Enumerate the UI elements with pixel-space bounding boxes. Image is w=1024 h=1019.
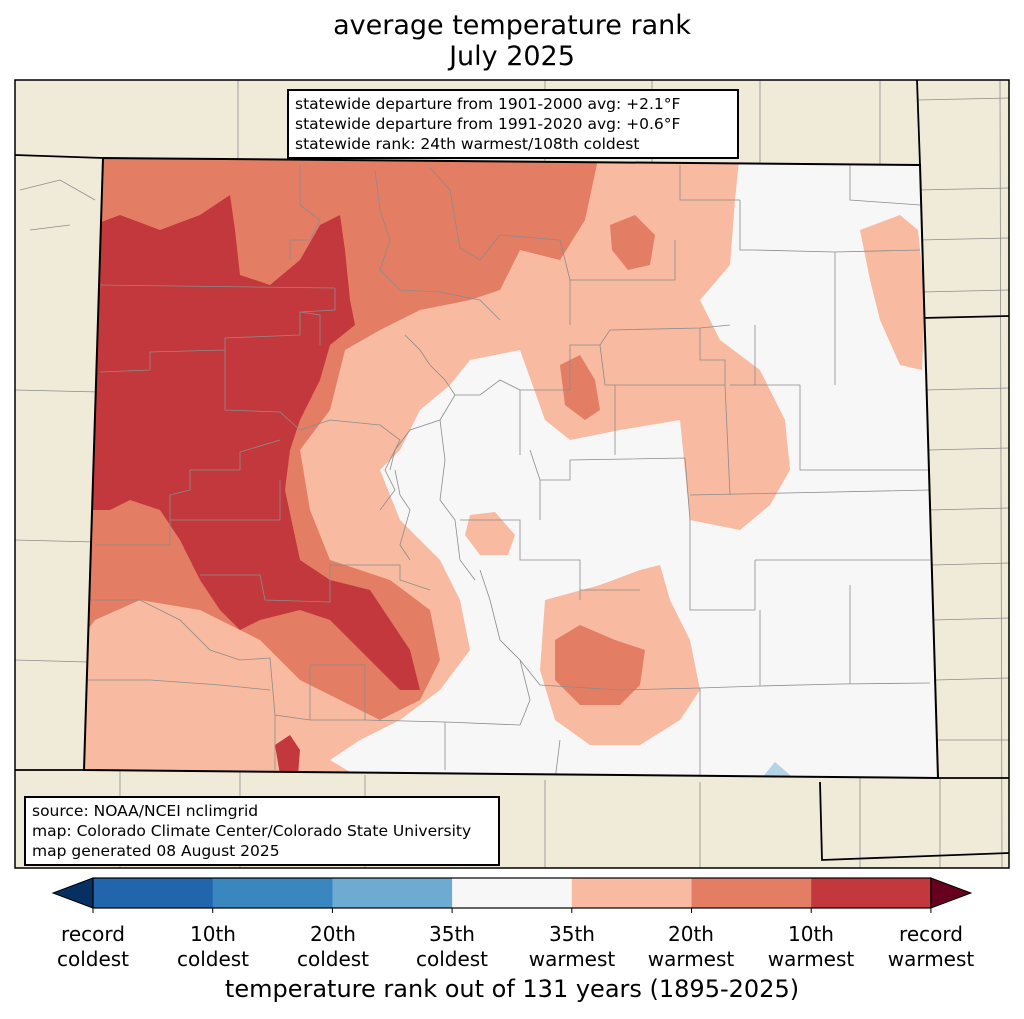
warm-20th-east-patch: [860, 215, 925, 370]
tick-label-35th-coldest: 35th coldest: [415, 922, 489, 971]
stats-departure-1901-2000: statewide departure from 1901-2000 avg: …: [295, 95, 681, 113]
colorbar-segment: [332, 878, 453, 908]
colorbar-segment: [571, 878, 692, 908]
stats-statewide-rank: statewide rank: 24th warmest/108th colde…: [295, 135, 640, 153]
colorbar-segment: [93, 878, 214, 908]
tick-label-record-warmest: record warmest: [887, 922, 975, 971]
colorbar-under-triangle: [51, 877, 94, 909]
tick-label-20th-coldest: 20th coldest: [296, 922, 370, 971]
record-warm-field: [84, 195, 420, 690]
map-frame: [14, 79, 1010, 869]
warm-20th-small-patch: [465, 512, 515, 555]
tick-label-35th-warmest: 35th warmest: [528, 922, 616, 971]
tick-label-10th-warmest: 10th warmest: [767, 922, 855, 971]
tick-label-record-coldest: record coldest: [56, 922, 130, 971]
colorbar-title: temperature rank out of 131 years (1895-…: [224, 975, 800, 1003]
colorado-rank-fields: [84, 158, 938, 778]
record-warm-southwest-patch: [275, 735, 300, 775]
tick-label-20th-warmest: 20th warmest: [647, 922, 735, 971]
generated-date-line: map generated 08 August 2025: [32, 842, 280, 860]
colorbar-segment: [212, 878, 333, 908]
warm-10th-east-patch: [610, 215, 655, 270]
neighbor-state-lines: [15, 80, 1009, 861]
title-line-2: July 2025: [449, 41, 575, 72]
page-title: average temperature rank July 2025: [0, 10, 1024, 72]
warm-10th-southeast-patch: [555, 625, 645, 705]
colorbar-segment: [452, 878, 573, 908]
colorbar-segment: [811, 878, 932, 908]
colorado-county-lines: [88, 165, 931, 778]
colorbar: [51, 877, 973, 913]
map-credit-line: map: Colorado Climate Center/Colorado St…: [32, 822, 472, 840]
tick-label-10th-coldest: 10th coldest: [176, 922, 250, 971]
source-line: source: NOAA/NCEI nclimgrid: [32, 802, 259, 820]
colorbar-outline: [92, 877, 932, 909]
title-line-1: average temperature rank: [333, 10, 691, 41]
stats-departure-1991-2020: statewide departure from 1991-2020 avg: …: [295, 115, 681, 133]
colorado-border: [82, 156, 940, 780]
statewide-stats-box: statewide departure from 1901-2000 avg: …: [287, 89, 739, 159]
source-box: source: NOAA/NCEI nclimgrid map: Colorad…: [24, 796, 500, 866]
colorbar-over-triangle: [930, 877, 973, 909]
colorbar-segment: [691, 878, 812, 908]
